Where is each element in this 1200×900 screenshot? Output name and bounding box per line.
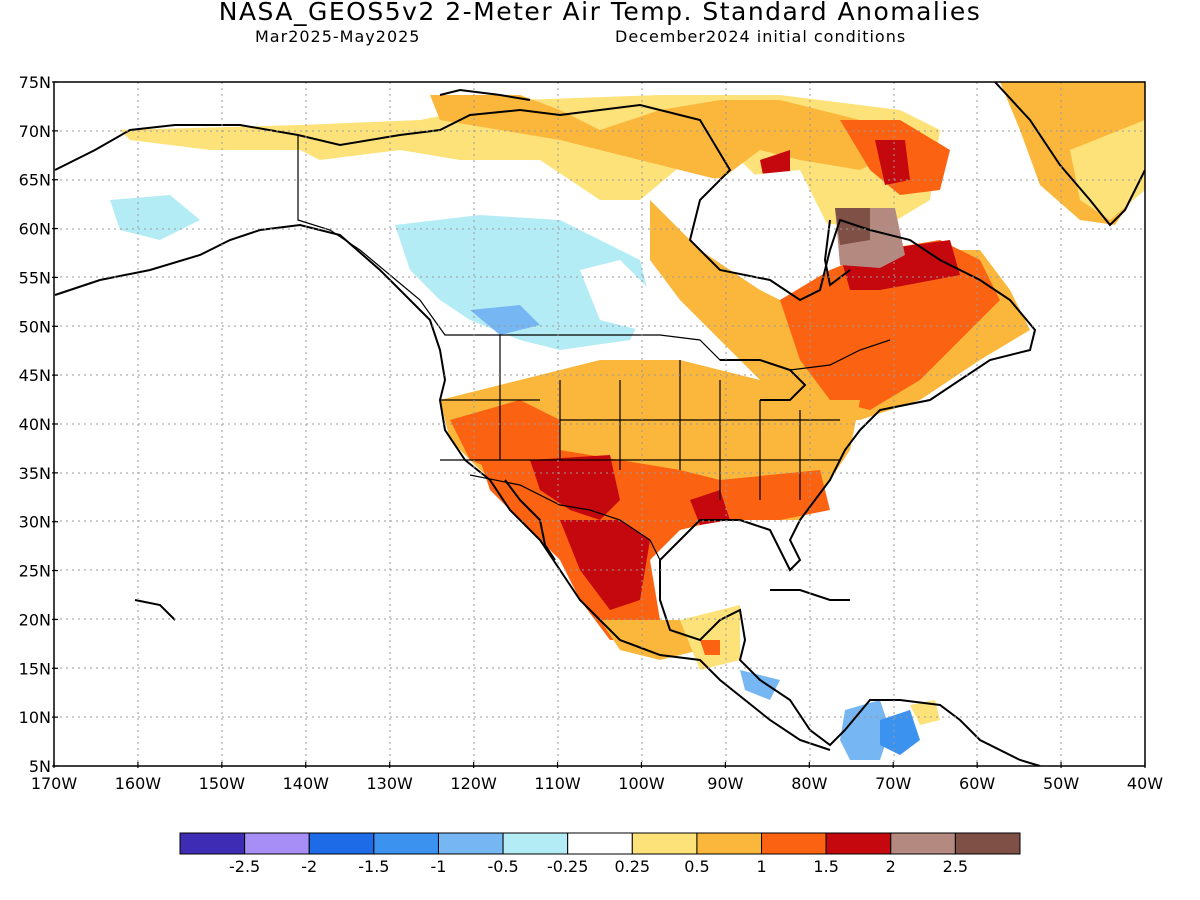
colorbar-swatch: [244, 832, 310, 855]
colorbar-swatch: [696, 832, 763, 855]
colorbar-swatch: [179, 832, 246, 855]
colorbar-label: 0.5: [684, 857, 709, 876]
lon-label: 80W: [791, 774, 827, 793]
lon-axis: 170W 160W 150W 140W 130W 120W 110W 100W 90W 80W 70…: [31, 774, 1163, 793]
anomaly-field: [110, 82, 1145, 760]
colorbar-label: 1: [756, 857, 766, 876]
lon-label: 130W: [367, 774, 414, 793]
colorbar-label: -0.5: [487, 857, 518, 876]
colorbar-swatch: [437, 832, 504, 855]
lon-label: 150W: [199, 774, 246, 793]
colorbar-swatch: [308, 832, 375, 855]
lat-label: 60N: [19, 220, 51, 239]
lat-label: 70N: [19, 122, 51, 141]
lat-label: 30N: [19, 513, 51, 532]
lat-label: 75N: [19, 73, 51, 92]
colorbar-swatch: [954, 832, 1021, 855]
colorbar-swatch: [631, 832, 698, 855]
lat-label: 55N: [19, 268, 51, 287]
colorbar-swatch: [502, 832, 569, 855]
lon-label: 50W: [1043, 774, 1079, 793]
lat-label: 40N: [19, 415, 51, 434]
colorbar-swatch: [890, 832, 956, 855]
political-borders: [297, 135, 891, 561]
colorbar-label: -0.25: [547, 857, 588, 876]
lon-label: 120W: [450, 774, 497, 793]
colorbar-label: -2: [301, 857, 317, 876]
graticule: [54, 82, 1145, 766]
lon-label: 100W: [618, 774, 665, 793]
lon-label: 70W: [875, 774, 911, 793]
lat-axis: 75N 70N 65N 60N 55N 50N 45N 40N 35N 30N 25N 20N 15N 1…: [19, 73, 51, 776]
lon-label: 160W: [115, 774, 162, 793]
colorbar-swatch: [373, 832, 439, 855]
lat-label: 45N: [19, 366, 51, 385]
colorbar-label: 2: [886, 857, 896, 876]
lon-label: 90W: [707, 774, 743, 793]
colorbar-label: 2.5: [943, 857, 968, 876]
lon-label: 40W: [1127, 774, 1163, 793]
lat-label: 50N: [19, 317, 51, 336]
colorbar-swatch: [761, 832, 827, 855]
colorbar-label: 1.5: [813, 857, 838, 876]
lon-label: 140W: [283, 774, 330, 793]
colorbar-label: -1: [430, 857, 446, 876]
lon-label: 60W: [959, 774, 995, 793]
colorbar-swatch: [825, 832, 892, 855]
colorbar-label: 0.25: [614, 857, 650, 876]
forecast-period: Mar2025-May2025: [255, 27, 421, 46]
lat-label: 20N: [19, 610, 51, 629]
colorbar-swatch: [567, 832, 633, 855]
axis-ticks: [52, 81, 1146, 768]
colorbar-label: -1.5: [358, 857, 389, 876]
lon-label: 170W: [31, 774, 78, 793]
lat-label: 25N: [19, 562, 51, 581]
colorbar-label: -2.5: [229, 857, 260, 876]
colorbar: -2.5 -2 -1.5 -1 -0.5 -0.25 0.25 0.5 1 1.5 2 2.5: [179, 832, 1021, 876]
lat-label: 10N: [19, 708, 51, 727]
lat-label: 65N: [19, 171, 51, 190]
map-title: NASA_GEOS5v2 2-Meter Air Temp. Standard …: [218, 0, 982, 26]
lat-label: 5N: [29, 757, 51, 776]
initial-conditions: December2024 initial conditions: [615, 27, 907, 46]
lat-label: 15N: [19, 659, 51, 678]
lon-label: 110W: [534, 774, 581, 793]
lat-label: 35N: [19, 464, 51, 483]
